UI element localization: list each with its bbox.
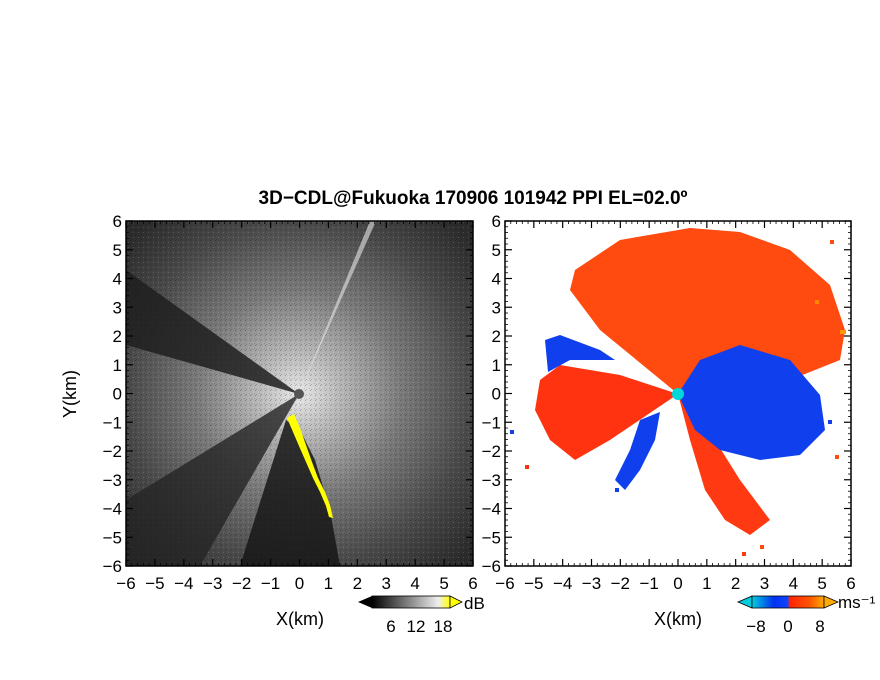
right-y-tick-label: 6 [492,212,501,231]
left-y-tick-label: −5 [103,528,122,547]
radar-center-marker-velocity [672,388,684,400]
left-y-tick-label: −3 [103,471,122,490]
right-x-tick-label: 4 [789,574,798,593]
right-panel-velocity-map [505,221,851,566]
velocity-colorbar-unit: ms⁻¹ [838,593,876,612]
bright-ray [299,221,376,394]
left-y-tick-label: −1 [103,413,122,432]
left-x-tick-label: 4 [410,574,419,593]
radar-center-marker [294,389,304,399]
right-x-tick-label: 6 [846,574,855,593]
left-y-tick-label: −4 [103,500,122,519]
left-y-tick-label: −2 [103,442,122,461]
right-x-tick-label: 0 [673,574,682,593]
blocked-sector-upper-left [126,270,299,394]
left-y-tick-label: 1 [113,356,122,375]
left-x-tick-label: −4 [174,574,193,593]
approaching-echo-east [678,345,825,460]
approaching-echo-west-fringe [545,335,615,372]
right-y-tick-label: 1 [492,356,501,375]
right-x-tick-label: 2 [731,574,740,593]
left-x-tick-label: −6 [116,574,135,593]
intensity-colorbar-tick-0: 6 [386,617,395,636]
right-y-tick-label: 2 [492,327,501,346]
left-panel-intensity-map [126,221,473,566]
right-y-tick-label: 3 [492,298,501,317]
velocity-colorbar-tick-1: 0 [783,617,792,636]
left-y-tick-label: 3 [113,298,122,317]
right-x-tick-label: −2 [611,574,630,593]
intensity-colorbar: dB 6 12 18 [358,594,485,636]
velocity-colorbar: ms⁻¹ −8 0 8 [736,593,876,636]
left-x-tick-label: −2 [232,574,251,593]
left-y-axis-label: Y(km) [60,370,80,418]
velocity-colorbar-tick-0: −8 [746,617,765,636]
right-y-tick-label: 4 [492,270,501,289]
left-x-axis-label: X(km) [276,609,324,629]
right-x-tick-label: −4 [553,574,572,593]
right-x-tick-label: 3 [760,574,769,593]
right-y-tick-label: −4 [482,500,501,519]
left-x-tick-label: 2 [353,574,362,593]
right-y-tick-label: −3 [482,471,501,490]
right-x-tick-label: −6 [495,574,514,593]
strong-echo-edge [287,414,333,518]
left-x-tick-label: −5 [145,574,164,593]
left-x-tick-label: 0 [295,574,304,593]
blocked-sector-lower-left [126,394,299,566]
right-y-tick-label: −5 [482,528,501,547]
approaching-echo-southwest [615,412,660,490]
right-x-tick-label: −1 [639,574,658,593]
right-y-tick-label: 0 [492,385,501,404]
receding-echo-north [570,228,845,394]
right-x-tick-label: −5 [524,574,543,593]
left-x-tick-label: −3 [203,574,222,593]
velocity-colorbar-tick-2: 8 [815,617,824,636]
right-x-axis-label: X(km) [654,609,702,629]
chart-title: 3D−CDL@Fukuoka 170906 101942 PPI EL=02.0… [258,188,688,209]
left-y-tick-label: 5 [113,241,122,260]
left-x-tick-label: 1 [324,574,333,593]
right-y-tick-label: −1 [482,413,501,432]
left-x-tick-label: 6 [468,574,477,593]
left-y-tick-label: 2 [113,327,122,346]
receding-echo-west [535,365,678,460]
right-x-tick-label: 1 [702,574,711,593]
right-x-tick-label: −3 [582,574,601,593]
right-x-tick-label: 5 [817,574,826,593]
intensity-colorbar-tick-2: 18 [434,617,453,636]
intensity-colorbar-tick-1: 12 [407,617,426,636]
low-signal-sector [240,420,340,566]
left-y-tick-label: 0 [113,385,122,404]
right-y-tick-label: −6 [482,557,501,576]
right-y-tick-label: 5 [492,241,501,260]
left-y-tick-label: 4 [113,270,122,289]
intensity-colorbar-unit: dB [464,594,485,613]
left-x-tick-label: 5 [439,574,448,593]
right-y-tick-label: −2 [482,442,501,461]
left-y-tick-label: −6 [103,557,122,576]
left-x-tick-label: −1 [261,574,280,593]
left-y-tick-label: 6 [113,212,122,231]
left-x-tick-label: 3 [382,574,391,593]
scattered-echo-pixels [510,240,846,556]
